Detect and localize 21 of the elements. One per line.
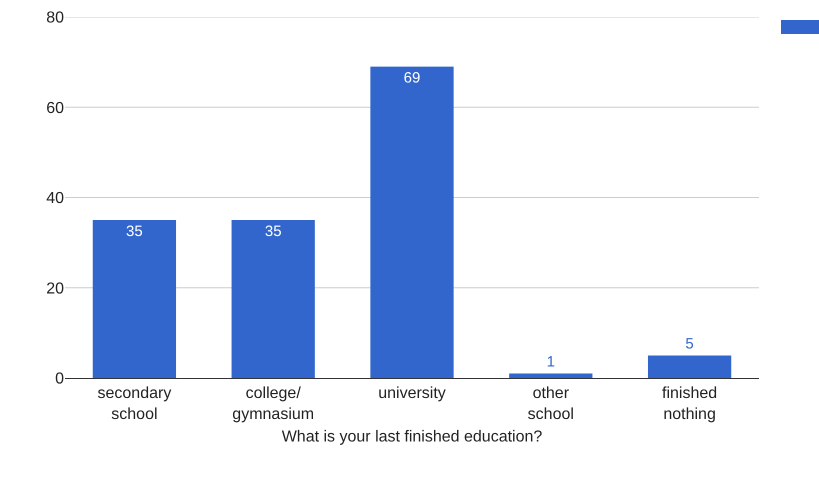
x-tick-label: university <box>378 385 446 402</box>
x-tick-label: finished nothing <box>662 385 718 423</box>
bar <box>92 220 176 378</box>
y-tick-label: 0 <box>55 370 64 388</box>
bar <box>509 373 592 378</box>
data-label: 5 <box>685 335 694 352</box>
data-label: 35 <box>126 223 143 240</box>
data-label: 35 <box>264 223 282 240</box>
y-tick-label: 20 <box>46 280 64 298</box>
x-tick-label: secondary school <box>97 385 172 423</box>
bar <box>370 66 454 378</box>
y-tick-label: 40 <box>46 190 64 208</box>
x-tick-label: other school <box>528 385 574 423</box>
y-tick-label: 80 <box>46 10 64 27</box>
data-label: 69 <box>404 70 420 87</box>
bar <box>232 220 315 378</box>
x-tick-label: college/gymnasium <box>232 385 314 423</box>
data-label: 1 <box>546 353 555 370</box>
bar <box>648 355 732 378</box>
x-axis-title: What is your last finished education? <box>282 428 542 446</box>
y-tick-label: 60 <box>46 100 64 117</box>
